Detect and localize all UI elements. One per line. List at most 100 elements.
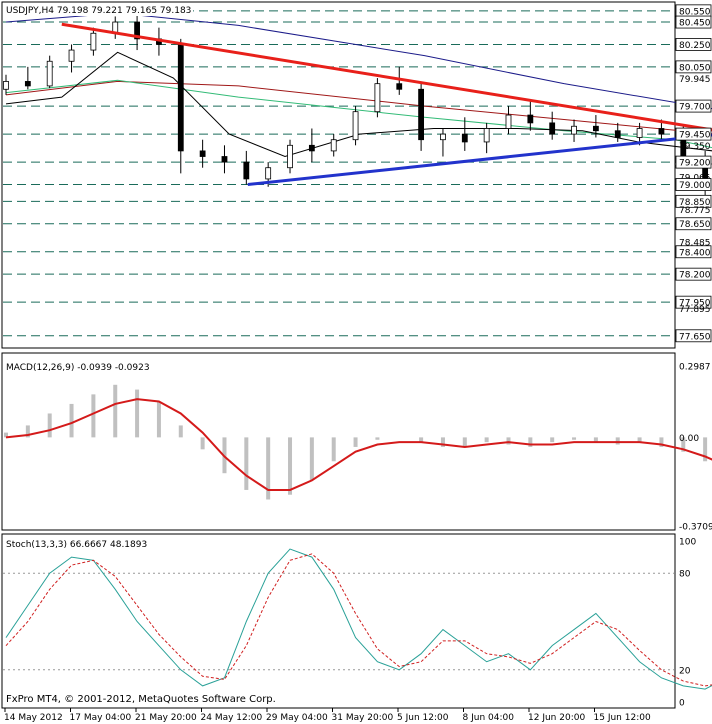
candle-body — [396, 83, 403, 90]
macd-histogram-bar — [25, 425, 30, 438]
candle-body — [440, 133, 446, 141]
moving-average-line — [5, 80, 712, 135]
trendline — [247, 133, 712, 187]
candle-body — [68, 49, 75, 62]
macd-histogram-bar — [462, 437, 467, 447]
moving-average-line — [5, 79, 712, 149]
macd-histogram-bar — [266, 437, 271, 500]
candle-body — [418, 88, 425, 141]
candle-body — [308, 144, 315, 152]
time-tick-label: 15 Jun 12:00 — [594, 713, 651, 723]
macd-histogram-bar — [200, 437, 205, 450]
time-tick-label: 8 Jun 04:00 — [463, 713, 515, 723]
candle-body — [614, 130, 621, 138]
macd-histogram-bar — [309, 437, 314, 481]
candle-body — [483, 128, 490, 143]
price-title-bg — [3, 3, 193, 16]
price-label-box — [675, 60, 712, 74]
stoch-panel-frame — [1, 533, 676, 709]
macd-indicator: 0.2987 0.00 -0.3709 — [4, 363, 712, 533]
candle-body — [243, 161, 250, 180]
macd-histogram-bar — [4, 432, 8, 438]
stochastic-indicator: 100 80 20 0 — [3, 538, 712, 709]
price-quote: 79.198 79.221 79.165 79.183 — [57, 6, 192, 16]
macd-histogram-bar — [484, 437, 489, 443]
price-tick-label: 79.450 — [679, 131, 711, 141]
price-tick-label: 78.200 — [679, 271, 711, 281]
price-tick-label: 80.550 — [679, 7, 711, 17]
price-tick-label: 78.400 — [679, 248, 711, 258]
stoch-tick-label: 0 — [679, 699, 685, 709]
candle-body — [24, 81, 31, 87]
time-tick-label: 24 May 12:00 — [201, 713, 263, 723]
price-label-box — [675, 38, 712, 51]
stoch-title: Stoch(13,3,3) 66.6667 48.1893 — [6, 540, 147, 550]
candle-body — [527, 114, 534, 124]
candle-body — [352, 111, 359, 141]
macd-histogram-bar — [659, 437, 664, 447]
price-label-box — [675, 194, 712, 208]
time-axis: 14 May 2012 17 May 04:00 21 May 20:00 24 Ma… — [4, 708, 651, 723]
macd-histogram-bar — [91, 394, 96, 438]
macd-histogram-bar — [156, 401, 161, 438]
price-label-box — [675, 329, 712, 343]
macd-histogram-bar — [288, 437, 293, 495]
macd-histogram-bar — [637, 437, 642, 443]
macd-signal-line — [5, 398, 712, 491]
price-tick-label: 77.950 — [679, 299, 711, 309]
macd-histogram-bar — [69, 403, 74, 438]
macd-title: MACD(12,26,9) -0.0939 -0.0923 — [6, 363, 150, 373]
macd-histogram-bar — [419, 437, 424, 443]
macd-histogram-bar — [615, 437, 620, 445]
candle-body — [505, 114, 512, 129]
candle-body — [177, 44, 184, 152]
macd-histogram-bar — [375, 437, 380, 440]
price-label-box — [675, 178, 712, 191]
price-label-box — [675, 155, 712, 169]
price-tick-label: 79.000 — [679, 181, 711, 191]
price-tick-label: 78.850 — [679, 198, 711, 208]
price-tick-label: 77.650 — [679, 332, 711, 342]
price-tick-label: 80.050 — [679, 63, 711, 73]
price-label-box — [675, 127, 712, 141]
price-label-box — [675, 245, 712, 259]
price-tick-label: 79.200 — [679, 159, 711, 169]
candle-body — [221, 156, 228, 163]
time-tick-label: 21 May 20:00 — [135, 713, 197, 723]
price-panel-frame — [1, 1, 676, 349]
candle-body — [549, 122, 556, 135]
time-tick-label: 14 May 2012 — [4, 713, 63, 723]
macd-histogram-bar — [244, 437, 249, 490]
candle-body — [287, 144, 293, 169]
price-tick-label: 79.350 — [679, 142, 711, 152]
macd-histogram-bar — [593, 437, 598, 443]
macd-histogram-bar — [331, 437, 336, 462]
candlesticks — [3, 14, 709, 196]
candle-body — [592, 125, 599, 132]
price-tick-label: 78.485 — [679, 239, 711, 249]
footer-bg — [3, 690, 273, 704]
time-tick-label: 12 Jun 20:00 — [528, 713, 585, 723]
stoch-tick-label: 100 — [679, 538, 696, 548]
price-axis: 80.550 80.450 80.250 80.050 79.945 79.700 79.4… — [675, 4, 712, 343]
price-label-box — [675, 217, 712, 231]
macd-tick-label: 0.00 — [679, 434, 699, 444]
stoch-tick-label: 80 — [679, 570, 691, 580]
price-tick-label: 78.775 — [679, 206, 711, 216]
macd-histogram-bar — [550, 437, 555, 443]
time-tick-label: 31 May 20:00 — [332, 713, 394, 723]
time-tick-label: 29 May 04:00 — [266, 713, 328, 723]
macd-histogram-bar — [681, 437, 686, 452]
macd-tick-label: -0.3709 — [679, 523, 712, 533]
candle-body — [636, 128, 643, 138]
macd-histogram-bar — [47, 413, 52, 438]
candle-body — [134, 21, 140, 40]
trendlines — [61, 22, 712, 187]
moving-average-line — [5, 51, 712, 158]
macd-panel-frame — [1, 352, 676, 531]
candle-body — [265, 167, 272, 180]
candle-body — [658, 128, 665, 135]
macd-histogram-bar — [178, 425, 183, 438]
macd-histogram-bar — [703, 437, 708, 462]
